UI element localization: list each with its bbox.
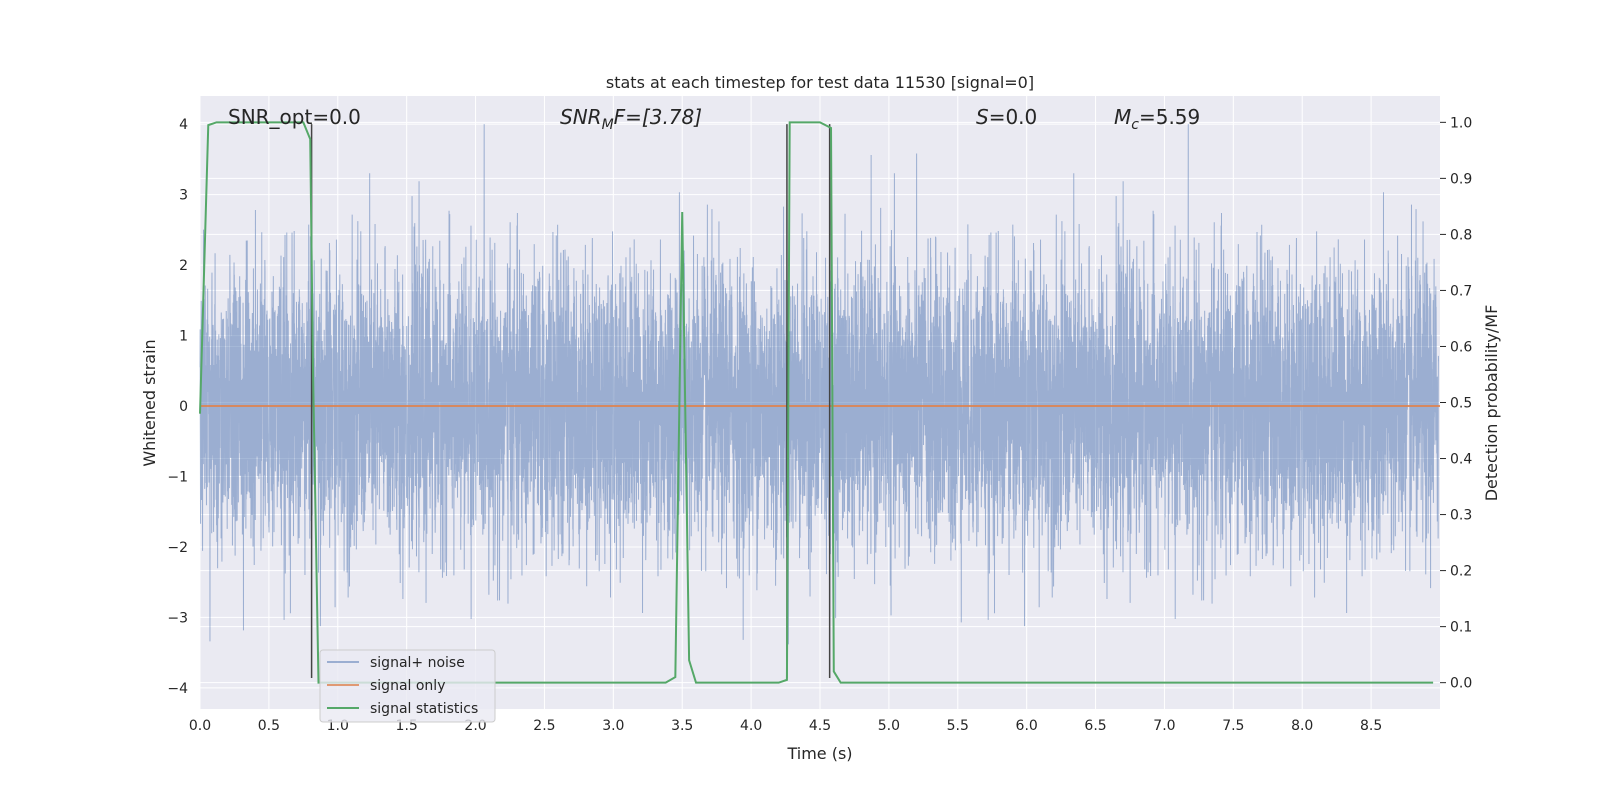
y-tick-label-0: 4 bbox=[179, 117, 188, 133]
x-axis-label: Time (s) bbox=[786, 744, 852, 763]
legend-label-noise: signal+ noise bbox=[370, 655, 465, 671]
legend-label-signal-only: signal only bbox=[370, 678, 445, 694]
y-tick-label-8: −4 bbox=[167, 681, 188, 697]
x-tick-label-15: 7.5 bbox=[1222, 718, 1244, 734]
annotation-mc: Mc=5.59 bbox=[1114, 105, 1200, 133]
y-axis-label: Whitened strain bbox=[140, 339, 159, 466]
y-tick-label-3: 1 bbox=[179, 329, 188, 345]
annotation-s-value: =0.0 bbox=[989, 105, 1038, 129]
y2-tick-label-3: 0.7 bbox=[1450, 283, 1472, 299]
legend: signal+ noise signal only signal statist… bbox=[319, 649, 496, 723]
annotation-s: S=0.0 bbox=[976, 105, 1037, 129]
annotation-mc-sub: c bbox=[1131, 117, 1139, 133]
x-tick-label-6: 3.0 bbox=[602, 718, 624, 734]
y2-tick-label-0: 1.0 bbox=[1450, 115, 1472, 131]
x-tick-label-0: 0.0 bbox=[189, 718, 211, 734]
y2-tick-label-4: 0.6 bbox=[1450, 339, 1472, 355]
noise-line bbox=[199, 124, 1440, 645]
y2-tick-label-8: 0.2 bbox=[1450, 564, 1472, 580]
y-tick-label-5: −1 bbox=[167, 469, 188, 485]
y2-axis-label: Detection probability/MF bbox=[1482, 305, 1501, 502]
x-tick-label-5: 2.5 bbox=[533, 718, 555, 734]
legend-label-statistics: signal statistics bbox=[370, 701, 478, 717]
x-tick-label-11: 5.5 bbox=[947, 718, 969, 734]
annotation-snr-mf-tail: F=[3.78] bbox=[614, 105, 702, 129]
x-tick-label-17: 8.5 bbox=[1360, 718, 1382, 734]
annotation-snr-opt: SNR_opt=0.0 bbox=[228, 105, 361, 129]
y2-tick-label-9: 0.1 bbox=[1450, 620, 1472, 636]
x-tick-label-1: 0.5 bbox=[258, 718, 280, 734]
x-tick-label-8: 4.0 bbox=[740, 718, 762, 734]
y-tick-label-2: 2 bbox=[179, 258, 188, 274]
x-tick-label-16: 8.0 bbox=[1291, 718, 1313, 734]
y-axis-ticks-right: 1.0 0.9 0.8 0.7 0.6 0.5 0.4 0.3 0.2 0.1 0.0 bbox=[1440, 115, 1472, 692]
x-tick-label-13: 6.5 bbox=[1084, 718, 1106, 734]
series-signal-plus-noise bbox=[199, 124, 1440, 645]
annotation-snr-mf: SNRMF=[3.78] bbox=[560, 105, 702, 133]
y-axis-ticks-left: 4 3 2 1 0 −1 −2 −3 −4 bbox=[167, 117, 188, 697]
annotation-mc-base: M bbox=[1114, 105, 1131, 129]
legend-box bbox=[319, 649, 496, 723]
y-tick-label-7: −3 bbox=[167, 610, 188, 626]
series-signal-statistics bbox=[199, 121, 1434, 684]
chart-title: stats at each timestep for test data 115… bbox=[606, 73, 1034, 92]
x-tick-label-12: 6.0 bbox=[1016, 718, 1038, 734]
y-tick-label-6: −2 bbox=[167, 540, 188, 556]
annotation-mc-value: =5.59 bbox=[1139, 105, 1200, 129]
annotation-snr-mf-sub: M bbox=[602, 117, 614, 133]
x-tick-label-7: 3.5 bbox=[671, 718, 693, 734]
y2-tick-label-1: 0.9 bbox=[1450, 171, 1472, 187]
statistics-line bbox=[199, 121, 1434, 684]
x-axis-ticks: 0.0 0.5 1.0 1.5 2.0 2.5 3.0 3.5 4.0 4.5 5.0 5.5 6.0 6… bbox=[189, 718, 1382, 734]
y2-tick-label-7: 0.3 bbox=[1450, 508, 1472, 524]
annotation-snr-mf-base: SNR bbox=[560, 105, 602, 129]
annotation-s-label: S bbox=[976, 105, 989, 129]
y-tick-label-4: 0 bbox=[179, 399, 188, 415]
y-tick-label-1: 3 bbox=[179, 188, 188, 204]
x-tick-label-14: 7.0 bbox=[1153, 718, 1175, 734]
y2-tick-label-10: 0.0 bbox=[1450, 676, 1472, 692]
y2-tick-label-2: 0.8 bbox=[1450, 227, 1472, 243]
y2-tick-label-5: 0.5 bbox=[1450, 396, 1472, 412]
x-tick-label-9: 4.5 bbox=[809, 718, 831, 734]
x-tick-label-10: 5.0 bbox=[878, 718, 900, 734]
y2-tick-label-6: 0.4 bbox=[1450, 452, 1472, 468]
annotations: SNR_opt=0.0 SNRMF=[3.78] S=0.0 Mc=5.59 bbox=[228, 105, 1200, 133]
